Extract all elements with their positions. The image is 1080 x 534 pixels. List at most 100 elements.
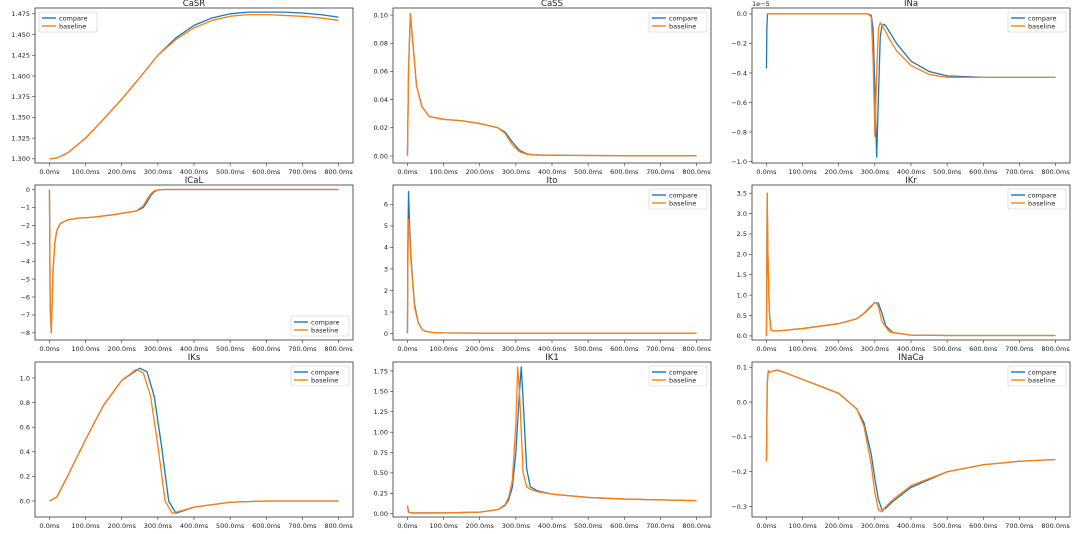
series-line-baseline <box>49 368 339 514</box>
y-tick-label: −0.3 <box>731 503 747 511</box>
panel-title: CaSS <box>541 0 563 9</box>
y-tick-label: −0.2 <box>731 40 747 48</box>
x-tick-label: 400.0ms <box>180 168 209 176</box>
legend-box <box>290 315 350 337</box>
y-tick-label: −0.8 <box>731 128 747 136</box>
x-tick-label: 400.0ms <box>897 168 926 176</box>
series-line-compare <box>49 11 339 160</box>
x-tick-label: 500.0ms <box>574 168 603 176</box>
series-line-baseline <box>406 366 697 514</box>
legend-label-compare: compare <box>669 14 698 22</box>
x-tick-label: 200.0ms <box>108 522 137 530</box>
x-tick-label: 700.0ms <box>646 522 675 530</box>
y-tick-label: 1.475 <box>11 10 30 18</box>
y-tick-label: 0.0 <box>20 497 30 505</box>
x-tick-label: 700.0ms <box>288 168 317 176</box>
x-tick-label: 600.0ms <box>610 168 639 176</box>
series-line-baseline <box>765 192 1056 337</box>
x-tick-label: 800.0ms <box>324 345 353 353</box>
panel-title: Ito <box>546 176 557 186</box>
legend-box <box>648 365 708 387</box>
x-tick-label: 300.0ms <box>144 522 173 530</box>
x-tick-label: 700.0ms <box>288 522 317 530</box>
x-tick-label: 700.0ms <box>1005 345 1034 353</box>
panel-title: INaCa <box>898 353 923 363</box>
y-scale-label: 1e−5 <box>752 0 770 8</box>
x-tick-label: 200.0ms <box>825 522 854 530</box>
legend-label-baseline: baseline <box>1028 376 1055 384</box>
legend-label-compare: compare <box>59 14 88 22</box>
legend-label-baseline: baseline <box>1028 22 1055 30</box>
x-tick-label: 200.0ms <box>108 168 137 176</box>
legend-box <box>648 188 708 210</box>
x-tick-label: 100.0ms <box>71 168 100 176</box>
x-tick-label: 500.0ms <box>933 522 962 530</box>
x-tick-label: 400.0ms <box>897 522 926 530</box>
x-tick-label: 200.0ms <box>466 345 495 353</box>
x-tick-label: 800.0ms <box>1041 168 1070 176</box>
legend-label-baseline: baseline <box>1028 199 1055 207</box>
series-line-compare <box>406 190 697 334</box>
series-line-compare <box>406 366 697 514</box>
x-tick-label: 0.0ms <box>756 522 777 530</box>
y-tick-label: 0.8 <box>20 399 30 407</box>
x-tick-label: 400.0ms <box>538 522 567 530</box>
x-tick-label: 800.0ms <box>682 522 711 530</box>
legend-label-baseline: baseline <box>669 376 696 384</box>
legend-box <box>648 11 708 33</box>
y-tick-label: 1.350 <box>11 114 30 122</box>
panel-cass: CaSS 0.0ms 100.0ms 200.0ms 300.0ms 400.0ms 500… <box>374 0 712 176</box>
series-line-compare <box>765 13 1056 158</box>
y-tick-label: 0 <box>26 186 30 194</box>
x-tick-label: 800.0ms <box>324 168 353 176</box>
x-tick-label: 800.0ms <box>1041 345 1070 353</box>
x-tick-label: 100.0ms <box>788 345 817 353</box>
y-tick-label: 0 <box>384 330 388 338</box>
y-tick-label: 0.06 <box>374 68 388 76</box>
x-tick-label: 500.0ms <box>216 168 245 176</box>
y-tick-label: 0.08 <box>374 40 388 48</box>
panel-title: CaSR <box>183 0 206 9</box>
legend-box <box>1007 11 1067 33</box>
series-line-baseline <box>406 12 697 157</box>
x-tick-label: 500.0ms <box>574 522 603 530</box>
x-tick-label: 700.0ms <box>646 168 675 176</box>
x-tick-label: 200.0ms <box>466 168 495 176</box>
x-tick-label: 400.0ms <box>538 345 567 353</box>
panel-title: INa <box>904 0 918 9</box>
legend-label-baseline: baseline <box>669 199 696 207</box>
y-tick-label: −1 <box>20 204 30 212</box>
x-tick-label: 800.0ms <box>682 168 711 176</box>
series-line-compare <box>765 369 1056 511</box>
panel-ina: INa 0.0ms 100.0ms 200.0ms 300.0ms 400.0ms 500.… <box>731 0 1071 176</box>
y-tick-label: 2.0 <box>737 251 747 259</box>
x-tick-label: 100.0ms <box>429 345 458 353</box>
x-tick-label: 800.0ms <box>1041 522 1070 530</box>
legend-label-compare: compare <box>311 368 340 376</box>
x-tick-label: 100.0ms <box>71 345 100 353</box>
x-tick-label: 400.0ms <box>180 345 209 353</box>
y-tick-label: 0.0 <box>737 332 747 340</box>
panel-title: IK1 <box>545 353 559 363</box>
x-tick-label: 300.0ms <box>502 168 531 176</box>
y-tick-label: −0.1 <box>731 433 747 441</box>
panel-iks: IKs 0.0ms 100.0ms 200.0ms 300.0ms 400.0ms 500.… <box>20 353 354 530</box>
x-tick-label: 200.0ms <box>825 168 854 176</box>
x-tick-label: 0.0ms <box>397 522 418 530</box>
panel-ical: ICaL 0.0ms 100.0ms 200.0ms 300.0ms 400.0ms 500… <box>20 176 354 353</box>
panel-ito: Ito 0.0ms 100.0ms 200.0ms 300.0ms 400.0ms 500.… <box>384 176 712 353</box>
x-tick-label: 700.0ms <box>1005 522 1034 530</box>
y-tick-label: 0.10 <box>374 11 388 19</box>
y-tick-label: 0.0 <box>737 398 747 406</box>
series-line-baseline <box>49 13 339 160</box>
y-tick-label: −7 <box>20 311 30 319</box>
y-tick-label: 1.75 <box>374 367 388 375</box>
y-tick-label: 1.50 <box>374 388 388 396</box>
